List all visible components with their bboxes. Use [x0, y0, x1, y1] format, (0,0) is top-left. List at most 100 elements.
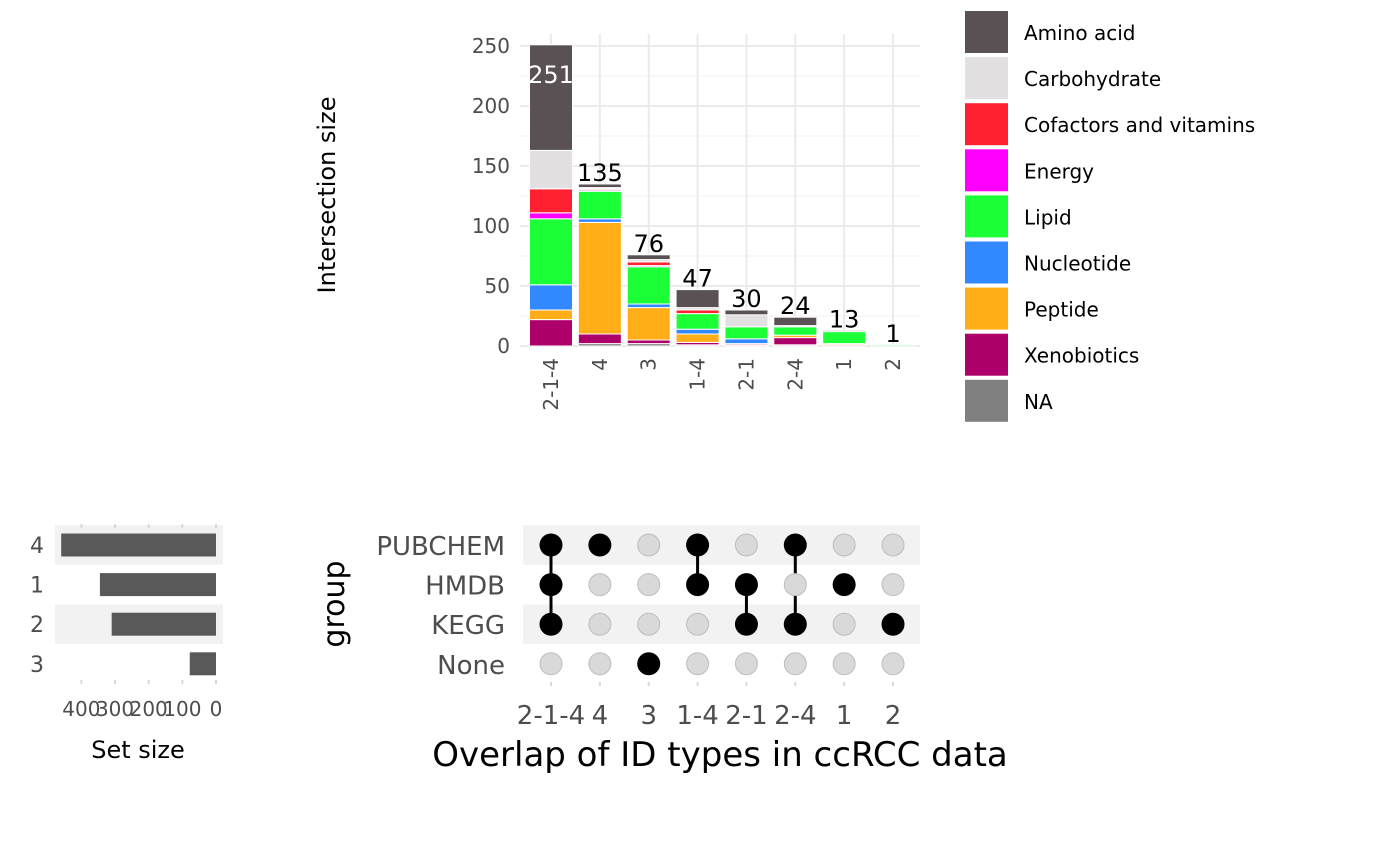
set-tick-label: 1 [30, 574, 44, 599]
bar-segment [529, 212, 573, 220]
set-x-tick-label: 400 [62, 697, 100, 721]
legend-label: Amino acid [1024, 21, 1136, 45]
bar-segment [626, 303, 671, 309]
matrix-dot-filled [539, 533, 563, 557]
intersection-count-label: 135 [577, 159, 623, 187]
matrix-dot-filled [783, 612, 807, 636]
matrix-dot-empty [588, 573, 612, 597]
set-size-bar [61, 533, 217, 557]
bar-segment [577, 183, 622, 189]
matrix-dot-empty [539, 652, 563, 676]
matrix-dot-empty [637, 573, 661, 597]
bar-segment [529, 188, 573, 214]
intersection-count-label: 76 [633, 230, 664, 258]
intersection-count-label: 13 [829, 305, 860, 333]
matrix-dot-empty [832, 533, 856, 557]
bar-segment [577, 221, 622, 335]
matrix-dot-filled [783, 533, 807, 557]
bar-segment [675, 309, 720, 315]
intersection-count-label: 1 [885, 320, 900, 348]
set-size-bars [61, 533, 217, 676]
bar-segment [577, 333, 622, 345]
legend-key [965, 149, 1008, 192]
bar-segment [577, 190, 622, 220]
matrix-dot-filled [734, 612, 758, 636]
bar-segment [871, 344, 916, 347]
bar-segment [529, 149, 573, 190]
x-tick-label: 2-4 [783, 358, 807, 391]
x-tick-label: 2-1-4 [539, 358, 563, 411]
bar-segment [773, 316, 818, 327]
matrix-dot-filled [734, 573, 758, 597]
matrix-dot-filled [686, 533, 710, 557]
matrix-dot-filled [832, 573, 856, 597]
matrix-dot-empty [637, 533, 661, 557]
matrix-row-backgrounds [523, 525, 920, 644]
set-size-grid [80, 524, 217, 684]
matrix-column-label: 4 [592, 701, 609, 731]
set-size-bar [99, 573, 216, 597]
intersection-count-label: 24 [780, 292, 811, 320]
legend-key [965, 195, 1008, 238]
bar-segment [577, 218, 622, 223]
set-size-axis-title: Set size [91, 736, 185, 764]
matrix-row-background [523, 525, 920, 565]
bar-segment [626, 254, 671, 261]
set-x-tick-label: 100 [163, 697, 201, 721]
matrix-dot-empty [637, 612, 661, 636]
matrix-row-label: HMDB [425, 572, 505, 602]
intersection-count-label: 251 [528, 61, 574, 89]
y-tick-label: 0 [497, 334, 510, 358]
set-x-tick-label: 300 [96, 697, 134, 721]
matrix-column-label: 3 [640, 701, 657, 731]
x-tick-label: 1 [832, 358, 856, 371]
bar-segment [675, 328, 720, 335]
matrix-dot-empty [686, 612, 710, 636]
set-tick-label: 3 [30, 653, 44, 678]
legend-key [965, 379, 1008, 422]
matrix-dot-empty [588, 612, 612, 636]
matrix-dot-empty [881, 533, 905, 557]
group-axis-title: group [317, 560, 352, 647]
intersection-size-axis-title: Intersection size [313, 97, 341, 294]
bar-segment [626, 339, 671, 345]
legend-key [965, 103, 1008, 146]
matrix-column-label: 1 [836, 701, 853, 731]
legend-label: Energy [1024, 159, 1094, 183]
matrix-dot-empty [734, 533, 758, 557]
bar-segment [626, 307, 671, 341]
matrix-row-labels: PUBCHEM HMDB KEGG None [376, 532, 505, 681]
matrix-column-label: 2 [885, 701, 902, 731]
set-size-y-ticks: 4 1 2 3 [30, 534, 44, 678]
legend-key [965, 287, 1008, 330]
intersection-count-label: 30 [731, 285, 762, 313]
bar-segment [724, 326, 769, 340]
bar-segment [529, 218, 573, 286]
bar-segment [724, 309, 769, 316]
y-tick-label: 250 [472, 34, 510, 58]
matrix-column-label: 1-4 [676, 701, 718, 731]
legend-label: NA [1024, 390, 1053, 414]
bar-segment [529, 44, 573, 151]
intersection-count-label: 47 [682, 265, 713, 293]
set-size-bar [189, 652, 216, 676]
bar-segment [724, 338, 769, 345]
bar-segment [822, 329, 867, 333]
matrix-dot-filled [588, 533, 612, 557]
legend-label: Lipid [1024, 205, 1072, 229]
legend-key [965, 57, 1008, 100]
bar-segment [626, 261, 671, 267]
legend-label: Xenobiotics [1024, 344, 1139, 368]
bar-segment [724, 314, 769, 328]
y-tick-label: 150 [472, 154, 510, 178]
legend-key [965, 241, 1008, 284]
matrix-column-label: 2-1 [725, 701, 767, 731]
matrix-dots [539, 533, 905, 676]
matrix-dot-filled [881, 612, 905, 636]
matrix-dot-empty [881, 652, 905, 676]
matrix-row-label: KEGG [431, 611, 505, 641]
set-tick-label: 4 [30, 534, 44, 559]
